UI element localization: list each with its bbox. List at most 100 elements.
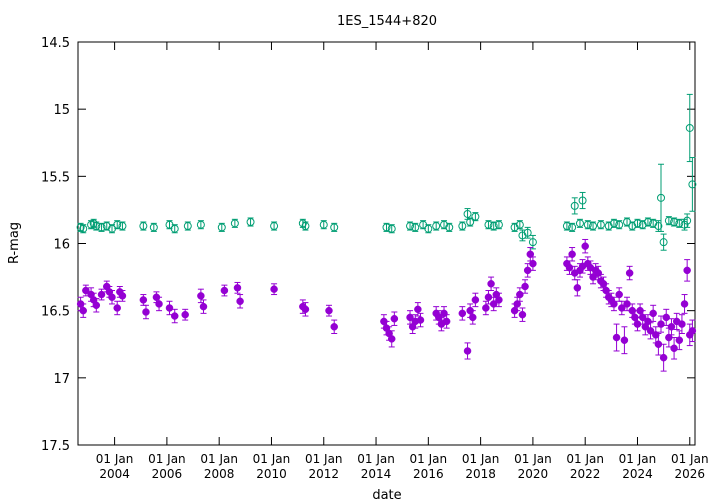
- data-point: [489, 222, 498, 231]
- data-point: [633, 219, 642, 228]
- data-point: [570, 201, 579, 210]
- data-point: [458, 309, 467, 318]
- x-tick-label-year: 2006: [152, 467, 183, 481]
- x-tick-label-year: 2004: [99, 467, 130, 481]
- data-point: [675, 219, 684, 228]
- data-marks: [76, 93, 697, 372]
- data-point: [518, 310, 527, 319]
- data-point: [424, 224, 433, 233]
- chart-title: 1ES_1544+820: [337, 14, 437, 29]
- data-point: [445, 223, 454, 232]
- data-point: [615, 290, 623, 299]
- data-point: [513, 300, 521, 308]
- data-point: [97, 290, 106, 299]
- data-point: [612, 333, 621, 342]
- data-point: [678, 320, 686, 328]
- x-tick-label-date: 01 Jan: [253, 452, 291, 466]
- data-point: [108, 293, 116, 301]
- data-point: [565, 263, 574, 272]
- data-point: [432, 222, 441, 231]
- data-point: [568, 223, 577, 232]
- y-tick-label: 14.5: [41, 36, 70, 51]
- data-point: [118, 222, 127, 231]
- data-point: [414, 305, 422, 314]
- x-tick-label-year: 2026: [674, 467, 705, 481]
- data-point: [113, 304, 121, 312]
- data-point: [667, 323, 676, 331]
- x-axis-label: date: [372, 488, 401, 503]
- data-point: [416, 316, 425, 324]
- data-point: [220, 286, 229, 295]
- data-point: [670, 344, 678, 353]
- x-tick-label-date: 01 Jan: [305, 452, 343, 466]
- data-point: [118, 292, 127, 300]
- data-point: [575, 219, 584, 228]
- data-point: [515, 220, 524, 229]
- data-point: [484, 220, 493, 229]
- data-point: [482, 304, 490, 312]
- data-point: [181, 310, 189, 319]
- data-point: [471, 296, 480, 304]
- data-point: [82, 286, 90, 295]
- data-point: [618, 304, 626, 312]
- data-point: [659, 238, 668, 247]
- data-point: [301, 305, 310, 314]
- x-tick-label-year: 2014: [361, 467, 392, 481]
- x-tick-label-date: 01 Jan: [462, 452, 500, 466]
- data-point: [270, 222, 279, 231]
- data-point: [646, 327, 655, 335]
- data-point: [657, 193, 666, 202]
- data-point: [664, 216, 673, 225]
- data-point: [680, 220, 689, 229]
- data-point: [406, 222, 415, 231]
- data-point: [387, 224, 396, 233]
- data-point: [583, 220, 592, 229]
- x-tick-label-date: 01 Jan: [410, 452, 448, 466]
- data-point: [495, 296, 503, 304]
- data-point: [298, 219, 307, 228]
- data-point: [675, 336, 684, 344]
- x-tick-label-year: 2016: [413, 467, 444, 481]
- data-point: [199, 302, 208, 311]
- data-point: [662, 313, 670, 322]
- x-tick-label-year: 2008: [204, 467, 235, 481]
- data-point: [523, 228, 532, 237]
- data-point: [92, 222, 101, 231]
- data-point: [406, 313, 414, 322]
- data-point: [411, 223, 420, 232]
- data-point: [526, 250, 535, 258]
- y-tick-label: 16: [53, 238, 70, 253]
- data-point: [688, 180, 697, 189]
- data-point: [89, 219, 98, 228]
- data-point: [683, 216, 692, 225]
- y-axis-label: R-mag: [7, 222, 22, 264]
- y-tick-label: 17.5: [41, 439, 70, 454]
- data-point: [155, 300, 163, 308]
- data-point: [113, 220, 122, 229]
- data-point: [139, 296, 148, 304]
- data-point: [625, 269, 634, 277]
- data-point: [494, 220, 503, 229]
- data-point: [165, 304, 174, 312]
- data-point: [581, 242, 589, 250]
- data-point: [685, 123, 694, 132]
- data-point: [230, 219, 239, 228]
- data-point: [528, 238, 537, 247]
- data-point: [270, 285, 278, 293]
- data-point: [578, 196, 587, 205]
- data-point: [657, 320, 665, 328]
- x-tick-label-date: 01 Jan: [566, 452, 604, 466]
- x-tick-label-year: 2018: [465, 467, 496, 481]
- data-point: [659, 353, 668, 362]
- data-point: [458, 222, 467, 231]
- data-point: [654, 222, 663, 231]
- data-point: [246, 218, 255, 227]
- data-point: [92, 301, 101, 310]
- x-tick-label-date: 01 Jan: [671, 452, 709, 466]
- x-tick-label-year: 2022: [570, 467, 601, 481]
- data-point: [610, 300, 618, 308]
- x-tick-label-year: 2020: [518, 467, 549, 481]
- data-point: [233, 284, 242, 292]
- data-point: [469, 313, 477, 322]
